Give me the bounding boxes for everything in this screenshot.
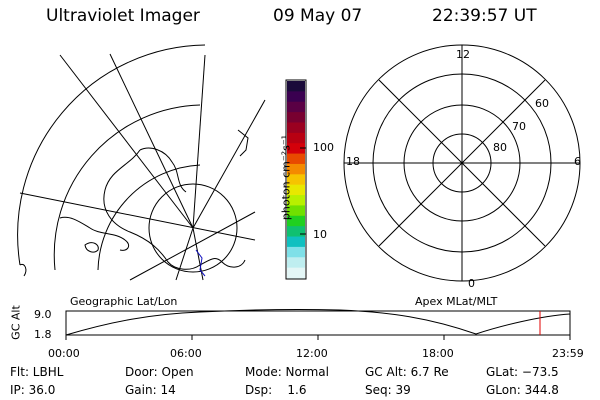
longitude-line <box>192 99 266 229</box>
timeline-axis-label: GC Alt <box>9 305 23 340</box>
colorbar-band <box>287 174 305 186</box>
timeline-x-tick: 18:00 <box>422 347 454 360</box>
lat-label-60: 60 <box>535 97 549 110</box>
status-filter: Flt: LBHL <box>10 365 64 379</box>
longitude-line <box>192 54 206 229</box>
colorbar-band <box>287 122 305 134</box>
colorbar <box>285 79 307 280</box>
status-mode: Mode: Normal <box>245 365 329 379</box>
coastline <box>139 147 187 193</box>
geographic-map-panel <box>17 44 266 281</box>
status-gain: Gain: 14 <box>125 383 176 397</box>
lat-label-70: 70 <box>512 120 526 133</box>
colorbar-band <box>287 91 305 103</box>
latitude-arc-middle <box>53 104 201 271</box>
polar-panel-label: Apex MLat/MLT <box>415 295 498 308</box>
timeline-y-tick-bottom: 1.8 <box>34 328 52 341</box>
colorbar-band <box>287 246 305 258</box>
colorbar-band <box>287 267 305 279</box>
colorbar-band <box>287 81 305 92</box>
longitude-line <box>59 54 194 229</box>
timeline-x-tick: 12:00 <box>296 347 328 360</box>
coastline-highlight <box>195 249 206 277</box>
colorbar-band <box>287 236 305 248</box>
longitude-line <box>175 227 194 281</box>
lat-label-80: 80 <box>493 141 507 154</box>
status-ip: IP: 36.0 <box>10 383 56 397</box>
status-gc-alt: GC Alt: 6.7 Re <box>365 365 449 379</box>
mlt-label-6: 6 <box>574 155 581 168</box>
status-door: Door: Open <box>125 365 194 379</box>
status-glat: GLat: −73.5 <box>486 365 559 379</box>
date-label: 09 May 07 <box>273 6 363 26</box>
status-seq: Seq: 39 <box>365 383 411 397</box>
colorbar-band <box>287 215 305 227</box>
mlt-label-0: 0 <box>468 277 475 290</box>
colorbar-band <box>287 205 305 217</box>
colorbar-band <box>287 143 305 155</box>
timeline-y-tick-top: 9.0 <box>34 308 52 321</box>
colorbar-band <box>287 101 305 113</box>
polar-plot <box>343 44 581 282</box>
coastline <box>19 263 27 277</box>
colorbar-band <box>287 132 305 144</box>
colorbar-band <box>287 112 305 124</box>
coastline <box>237 129 249 157</box>
mlt-label-12: 12 <box>456 48 470 61</box>
timeline-x-tick: 23:59 <box>552 347 584 360</box>
latitude-circle-pole <box>148 183 238 273</box>
colorbar-band <box>287 257 305 269</box>
colorbar-unit-label: photon cm⁻²s⁻¹ <box>279 134 293 221</box>
status-dsp: Dsp: 1.6 <box>245 383 307 397</box>
coastline <box>59 216 130 251</box>
longitude-line <box>129 211 256 281</box>
colorbar-frame <box>285 79 307 280</box>
coastline <box>84 242 99 253</box>
coastline <box>103 149 246 270</box>
longitude-line <box>109 53 194 229</box>
colorbar-band <box>287 153 305 165</box>
instrument-title: Ultraviolet Imager <box>46 6 200 26</box>
colorbar-tick-label-100: 100 <box>313 141 334 154</box>
timeline-plot <box>65 308 571 340</box>
altitude-curve <box>65 308 571 336</box>
status-glon: GLon: 344.8 <box>486 383 559 397</box>
latitude-arc-outer <box>17 44 206 266</box>
polar-meridian-diagonal <box>378 79 546 247</box>
mlt-label-18: 18 <box>346 155 360 168</box>
time-label: 22:39:57 UT <box>432 6 537 26</box>
timeline-frame <box>65 310 571 336</box>
longitude-line <box>19 192 256 241</box>
colorbar-tick-label-10: 10 <box>313 228 327 241</box>
colorbar-band <box>287 226 305 238</box>
timeline-x-tick: 00:00 <box>48 347 80 360</box>
latitude-arc-inner <box>97 164 201 271</box>
colorbar-band <box>287 163 305 175</box>
timeline-x-tick: 06:00 <box>170 347 202 360</box>
geographic-panel-label: Geographic Lat/Lon <box>70 295 178 308</box>
colorbar-band <box>287 195 305 207</box>
colorbar-band <box>287 184 305 196</box>
